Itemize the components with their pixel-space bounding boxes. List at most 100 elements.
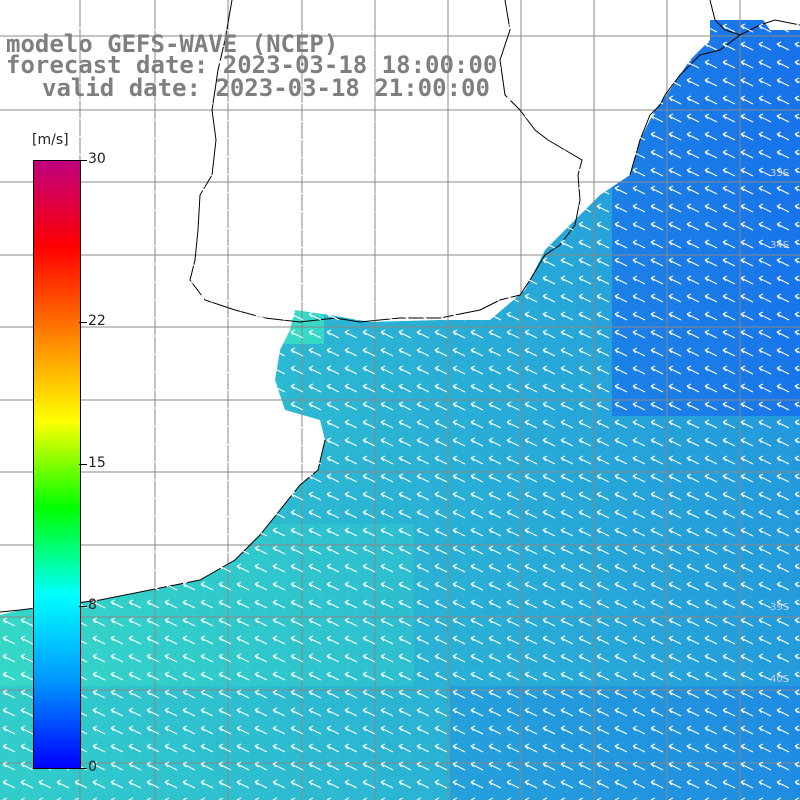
wind-arrow [722,221,736,231]
wind-arrow [416,635,430,645]
wind-speed-cell [792,632,800,650]
wind-arrow [380,383,394,393]
wind-arrow [776,365,790,375]
wind-arrow [110,455,124,465]
wind-arrow [524,41,538,51]
wind-arrow [344,185,358,195]
wind-speed-cell [108,794,126,800]
wind-arrow [2,743,16,753]
wind-arrow [434,563,448,573]
wind-arrow [632,329,646,339]
wind-arrow [488,95,502,105]
wind-arrow [20,167,34,177]
wind-arrow [110,563,124,573]
legend-tick-label: 30 [88,151,106,167]
wind-arrow [524,149,538,159]
wind-arrow [758,59,772,69]
wind-arrow [200,725,214,735]
wind-arrow [236,491,250,501]
wind-arrow [434,617,448,627]
wind-arrow [596,743,610,753]
wind-arrow [290,599,304,609]
wind-arrow [128,599,142,609]
wind-arrow [20,545,34,555]
wind-arrow [380,149,394,159]
wind-arrow [506,365,520,375]
wind-arrow [362,653,376,663]
wind-arrow [110,293,124,303]
wind-arrow [632,257,646,267]
wind-arrow [344,545,358,555]
wind-arrow [182,239,196,249]
wind-arrow [650,509,664,519]
wind-arrow [164,23,178,33]
wind-arrow [596,653,610,663]
wind-arrow [272,527,286,537]
wind-speed-cell [792,254,800,272]
wind-arrow [452,149,466,159]
wind-arrow [200,293,214,303]
wind-arrow [344,761,358,771]
wind-arrow [470,473,484,483]
wind-arrow [650,707,664,717]
wind-arrow [182,707,196,717]
wind-arrow [2,365,16,375]
wind-arrow [614,545,628,555]
wind-arrow [74,149,88,159]
wind-arrow [668,401,682,411]
wind-arrow [506,221,520,231]
wind-arrow [218,743,232,753]
wind-arrow [254,581,268,591]
wind-arrow [632,761,646,771]
wind-speed-cell [594,794,612,800]
wind-arrow [128,131,142,141]
wind-arrow [146,275,160,285]
wind-arrow [524,779,538,789]
wind-speed-cell [18,794,36,800]
wind-arrow [506,203,520,213]
wind-arrow [128,545,142,555]
wind-arrow [632,41,646,51]
wind-arrow [470,239,484,249]
wind-arrow [20,293,34,303]
wind-arrow [704,149,718,159]
wind-arrow [128,311,142,321]
wind-arrow [506,491,520,501]
wind-arrow [542,329,556,339]
wind-arrow [578,473,592,483]
wind-arrow [182,653,196,663]
wind-arrow [506,23,520,33]
wind-arrow [362,743,376,753]
wind-arrow [2,455,16,465]
wind-arrow [398,689,412,699]
wind-arrow [236,725,250,735]
wind-arrow [740,635,754,645]
wind-arrow [254,689,268,699]
wind-arrow [182,185,196,195]
wind-arrow [398,203,412,213]
wind-arrow [218,437,232,447]
wind-arrow [272,293,286,303]
wind-arrow [578,383,592,393]
wind-arrow [272,779,286,789]
wind-arrow [92,743,106,753]
wind-arrow [722,671,736,681]
wind-arrow [434,113,448,123]
wind-arrow [452,185,466,195]
wind-arrow [758,563,772,573]
wind-arrow [164,581,178,591]
wind-arrow [596,365,610,375]
wind-arrow [2,473,16,483]
wind-arrow [164,257,178,267]
wind-arrow [200,311,214,321]
wind-arrow [362,491,376,501]
wind-arrow [2,275,16,285]
wind-arrow [146,347,160,357]
wind-arrow [542,437,556,447]
wind-arrow [614,149,628,159]
wind-arrow [290,77,304,87]
wind-speed-cell [792,740,800,758]
wind-arrow [218,41,232,51]
wind-arrow [416,221,430,231]
wind-arrow [470,419,484,429]
